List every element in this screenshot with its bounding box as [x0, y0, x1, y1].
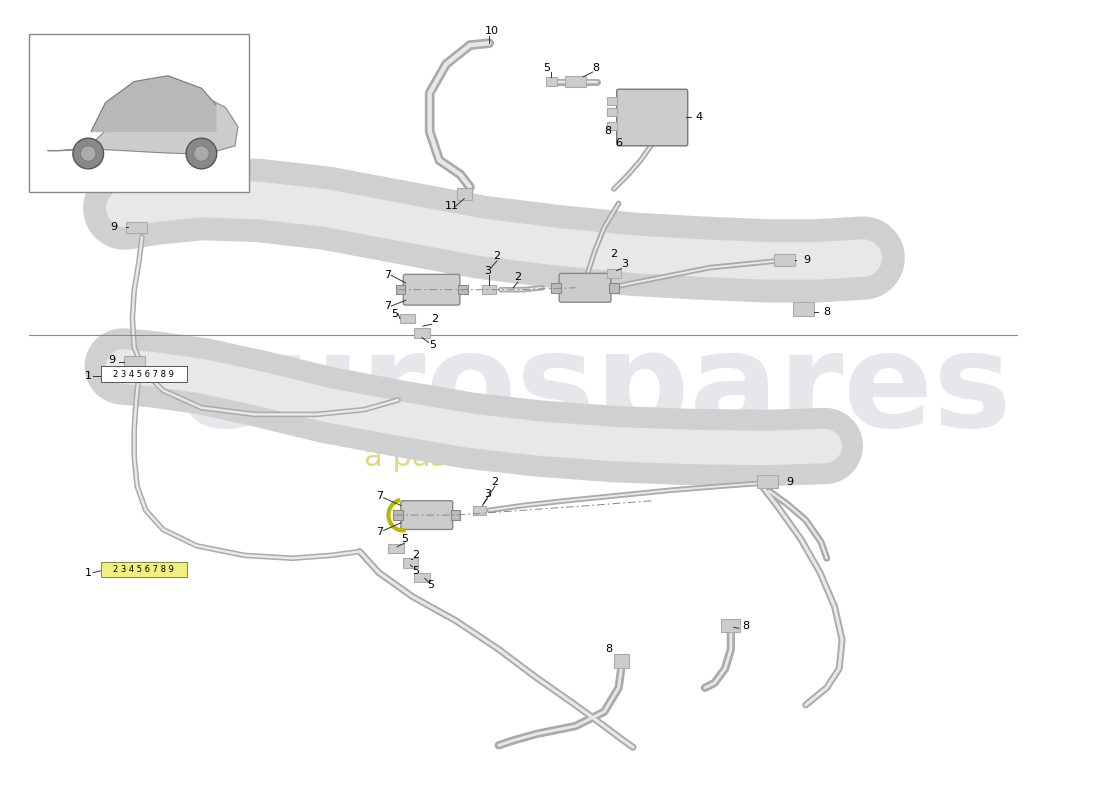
Text: 3: 3	[484, 266, 491, 275]
Bar	[400, 314, 416, 323]
Text: 9: 9	[110, 222, 118, 232]
Bar	[396, 285, 405, 294]
Text: 1: 1	[85, 568, 91, 578]
Polygon shape	[91, 76, 216, 131]
Bar	[607, 109, 617, 116]
Text: 2: 2	[610, 250, 617, 259]
Text: 3: 3	[621, 259, 628, 269]
Bar	[123, 356, 145, 367]
FancyBboxPatch shape	[400, 501, 453, 530]
Text: 5: 5	[392, 309, 398, 318]
Text: 9: 9	[786, 477, 793, 486]
Text: 8: 8	[742, 622, 749, 631]
Text: 8: 8	[593, 63, 600, 73]
Text: 2: 2	[412, 550, 419, 560]
Text: 2: 2	[515, 272, 521, 282]
Text: 6: 6	[615, 138, 622, 148]
Text: 9: 9	[804, 255, 811, 265]
Bar	[393, 510, 403, 520]
FancyBboxPatch shape	[617, 90, 688, 146]
Bar	[388, 544, 404, 554]
Text: 3: 3	[484, 489, 491, 499]
Text: 5: 5	[402, 534, 408, 544]
Text: 9: 9	[109, 354, 116, 365]
Bar	[607, 97, 617, 105]
Bar	[757, 475, 778, 488]
Polygon shape	[48, 93, 238, 154]
Bar	[101, 366, 187, 382]
Bar	[458, 285, 468, 294]
Text: 11: 11	[446, 202, 459, 211]
Bar	[415, 328, 430, 338]
Bar	[29, 34, 250, 192]
Text: 7: 7	[376, 491, 383, 501]
Text: a passion for parts since 1985: a passion for parts since 1985	[364, 443, 825, 472]
Text: 8: 8	[605, 644, 612, 654]
Text: 2: 2	[492, 477, 498, 486]
Text: 2: 2	[493, 251, 500, 261]
FancyBboxPatch shape	[559, 274, 610, 302]
Bar	[614, 654, 629, 667]
Circle shape	[186, 138, 217, 169]
Text: 5: 5	[543, 63, 550, 73]
Text: eurospares: eurospares	[177, 327, 1012, 454]
Text: 7: 7	[384, 270, 390, 280]
Circle shape	[73, 138, 103, 169]
Bar	[101, 562, 187, 578]
Circle shape	[80, 146, 96, 161]
Bar	[565, 76, 586, 87]
Text: 2 3 4 5 6 7 8 9: 2 3 4 5 6 7 8 9	[113, 370, 174, 378]
Bar	[546, 77, 558, 86]
Text: 2 3 4 5 6 7 8 9: 2 3 4 5 6 7 8 9	[113, 566, 174, 574]
Bar	[607, 269, 620, 278]
Bar	[456, 188, 472, 199]
Text: 5: 5	[427, 580, 433, 590]
Bar	[551, 283, 561, 293]
Bar	[451, 510, 461, 520]
Bar	[607, 122, 617, 130]
Bar	[774, 254, 795, 266]
Bar	[609, 283, 618, 293]
Text: 5: 5	[412, 566, 419, 576]
FancyBboxPatch shape	[404, 274, 460, 305]
Text: 8: 8	[823, 306, 830, 317]
Text: 8: 8	[604, 126, 612, 137]
Text: 4: 4	[695, 112, 703, 122]
Bar	[125, 222, 146, 233]
Text: 2: 2	[431, 314, 439, 325]
Text: 5: 5	[429, 340, 436, 350]
Bar	[415, 573, 430, 582]
Text: 10: 10	[484, 26, 498, 36]
Text: 1: 1	[85, 371, 91, 381]
Bar	[403, 558, 418, 568]
Text: 7: 7	[376, 527, 383, 538]
Text: 7: 7	[384, 301, 390, 311]
Bar	[473, 506, 486, 515]
Circle shape	[194, 146, 209, 161]
Bar	[722, 618, 740, 632]
Bar	[483, 285, 496, 294]
Bar	[793, 302, 814, 315]
